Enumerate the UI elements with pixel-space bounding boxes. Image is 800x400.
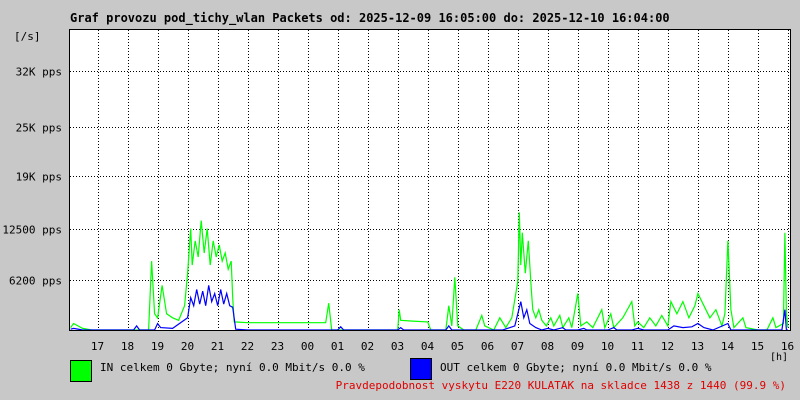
x-tick-label: 08 xyxy=(541,340,554,353)
x-tick-label: 00 xyxy=(301,340,314,353)
x-tick-label: 05 xyxy=(451,340,464,353)
legend-out-text: OUT celkem 0 Gbyte; nyní 0.0 Mbit/s 0.0 … xyxy=(440,361,712,374)
x-tick-label: 19 xyxy=(151,340,164,353)
legend-out-swatch xyxy=(410,358,432,380)
plot-area xyxy=(70,30,790,330)
x-tick-label: 15 xyxy=(751,340,764,353)
x-tick-label: 16 xyxy=(781,340,794,353)
chart-title: Graf provozu pod_tichy_wlan Packets od: … xyxy=(70,11,670,25)
y-tick-label: 32K pps xyxy=(16,66,62,79)
x-tick-label: 22 xyxy=(241,340,254,353)
x-tick-label: 21 xyxy=(211,340,224,353)
y-tick-label: 12500 pps xyxy=(2,224,62,237)
x-tick-label: 07 xyxy=(511,340,524,353)
y-tick-label: 19K pps xyxy=(16,171,62,184)
x-tick-label: 17 xyxy=(91,340,104,353)
x-tick-label: 02 xyxy=(361,340,374,353)
x-tick-label: 09 xyxy=(571,340,584,353)
x-tick-label: 10 xyxy=(601,340,614,353)
plot-border xyxy=(69,29,791,331)
grid-layer xyxy=(70,30,790,330)
x-tick-label: 03 xyxy=(391,340,404,353)
x-axis-unit-label: [h] xyxy=(770,352,788,363)
x-tick-label: 18 xyxy=(121,340,134,353)
x-tick-label: 13 xyxy=(691,340,704,353)
x-tick-label: 12 xyxy=(661,340,674,353)
legend-in-swatch xyxy=(70,360,92,382)
x-tick-label: 06 xyxy=(481,340,494,353)
x-tick-label: 04 xyxy=(421,340,435,353)
x-tick-label: 20 xyxy=(181,340,194,353)
probability-text: Pravdepodobnost vyskytu E220 KULATAK na … xyxy=(335,379,786,392)
legend-in-text: IN celkem 0 Gbyte; nyní 0.0 Mbit/s 0.0 % xyxy=(100,361,365,374)
axis-layer: 6200 pps 12500 pps 19K pps 25K pps 32K pps 17… xyxy=(2,29,794,353)
y-tick-label: 6200 pps xyxy=(9,275,62,288)
y-tick-label: 25K pps xyxy=(16,122,62,135)
y-axis-unit-label: [/s] xyxy=(14,30,41,43)
x-tick-label: 23 xyxy=(271,340,284,353)
series-line-in xyxy=(70,212,789,331)
x-tick-label: 01 xyxy=(331,340,344,353)
x-tick-label: 14 xyxy=(721,340,735,353)
x-tick-label: 11 xyxy=(631,340,644,353)
